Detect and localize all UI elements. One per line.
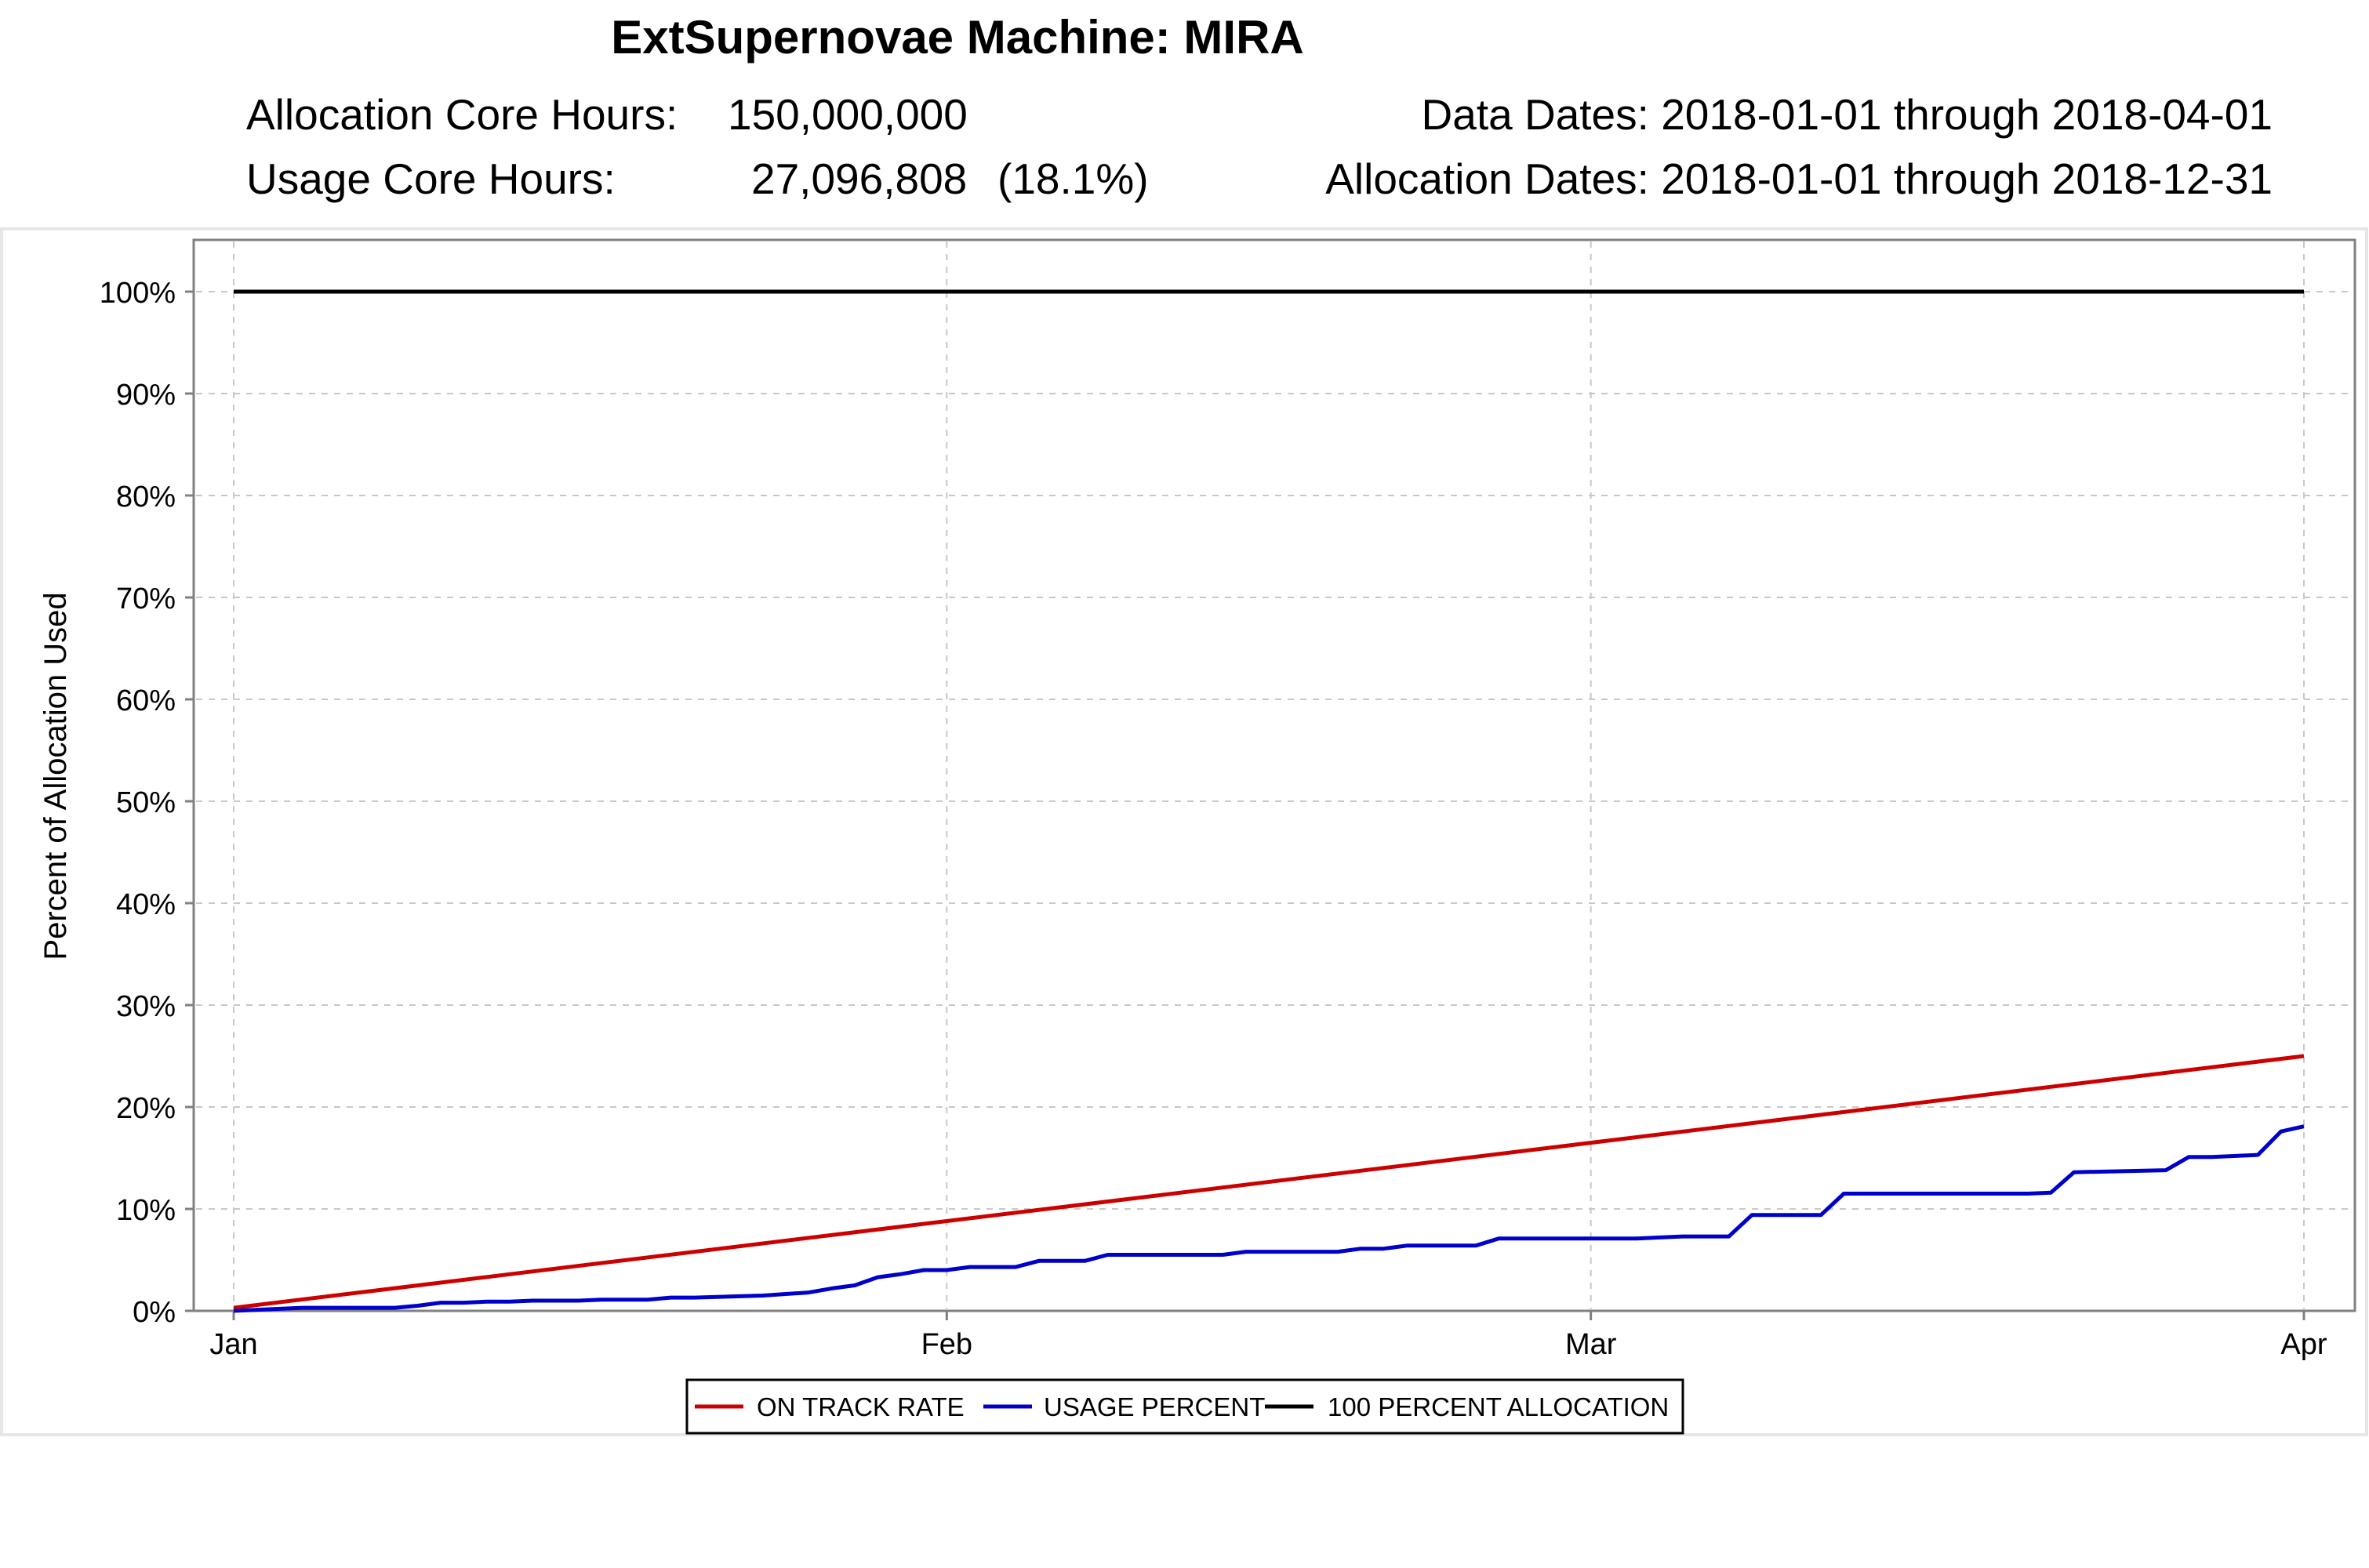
x-axis: Jan Feb Mar Apr bbox=[209, 1311, 2327, 1361]
legend-label-100-percent-allocation: 100 PERCENT ALLOCATION bbox=[1328, 1392, 1669, 1421]
allocation-dates: Allocation Dates: 2018-01-01 through 201… bbox=[1325, 154, 2273, 203]
plot-area bbox=[192, 238, 2356, 1312]
usage-percent-line bbox=[233, 1124, 2305, 1313]
y-tick-label: 20% bbox=[116, 1092, 176, 1125]
allocation-core-hours-value: 150,000,000 bbox=[728, 90, 968, 139]
data-dates: Data Dates: 2018-01-01 through 2018-04-0… bbox=[1422, 90, 2273, 139]
x-tick-label: Mar bbox=[1565, 1328, 1617, 1361]
grid-lines bbox=[196, 241, 2353, 1309]
y-tick-label: 80% bbox=[116, 481, 176, 514]
y-tick-label: 90% bbox=[116, 379, 176, 412]
x-tick-label: Jan bbox=[209, 1328, 257, 1361]
usage-core-hours-value: 27,096,808 bbox=[751, 154, 967, 203]
allocation-core-hours-label: Allocation Core Hours: bbox=[246, 90, 678, 139]
on-track-rate-line bbox=[233, 1054, 2305, 1310]
x-tick-label: Feb bbox=[921, 1328, 972, 1361]
usage-core-hours-label: Usage Core Hours: bbox=[246, 154, 616, 203]
y-tick-label: 30% bbox=[116, 990, 176, 1023]
chart-title: ExtSupernovae Machine: MIRA bbox=[611, 11, 1304, 64]
y-tick-label: 0% bbox=[133, 1296, 176, 1329]
y-axis: 0% 10% 20% 30% 40% 50% 60% 70% 80% 90% 100% bbox=[100, 277, 194, 1329]
x-tick-label: Apr bbox=[2280, 1328, 2327, 1361]
y-tick-label: 10% bbox=[116, 1194, 176, 1227]
legend-label-usage-percent: USAGE PERCENT bbox=[1044, 1392, 1265, 1421]
y-tick-label: 40% bbox=[116, 888, 176, 921]
y-tick-label: 100% bbox=[100, 277, 176, 310]
y-tick-label: 60% bbox=[116, 684, 176, 717]
legend-box bbox=[685, 1378, 1684, 1435]
series-layer bbox=[233, 289, 2305, 1313]
y-tick-label: 50% bbox=[116, 786, 176, 819]
y-axis-label: Percent of Allocation Used bbox=[38, 592, 73, 960]
usage-percent-value: (18.1%) bbox=[997, 154, 1149, 203]
legend-label-on-track-rate: ON TRACK RATE bbox=[757, 1392, 965, 1421]
y-tick-label: 70% bbox=[116, 583, 176, 615]
legend: ON TRACK RATE USAGE PERCENT 100 PERCENT … bbox=[685, 1378, 1684, 1435]
